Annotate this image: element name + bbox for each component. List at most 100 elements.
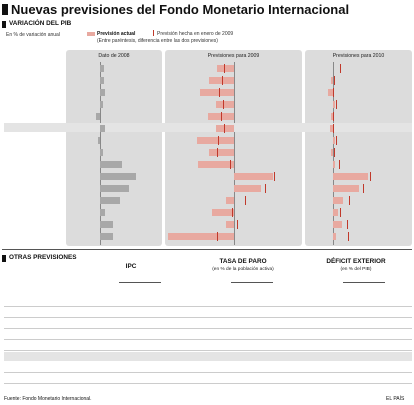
bar-2010	[333, 136, 336, 144]
bar-2010	[328, 88, 333, 96]
prev-tick-2009	[217, 232, 219, 242]
bar-2010	[333, 172, 368, 180]
prev-tick-2009	[264, 184, 266, 193]
prev-tick-2010	[340, 63, 342, 73]
bar-2008	[96, 112, 100, 120]
bar-2008	[100, 148, 103, 156]
bar-2009	[196, 136, 234, 144]
bar-2010	[333, 221, 342, 229]
row-divider	[4, 316, 412, 318]
prev-tick-2010	[369, 171, 371, 181]
bar-2010	[333, 233, 336, 241]
zero-axis-2009	[234, 62, 235, 245]
paro-subtitle: (en % de la población activa)	[212, 267, 274, 272]
prev-tick-2010	[333, 87, 335, 97]
highlight-row-espana	[4, 123, 412, 133]
prev-tick-2009	[274, 171, 276, 181]
section-divider	[2, 249, 412, 250]
legend-actual-label: Previsión actual	[97, 31, 136, 37]
bar-2008	[100, 209, 106, 217]
bar-2009	[200, 88, 234, 96]
bar-2010	[333, 160, 336, 168]
bar-2009	[226, 221, 234, 229]
prev-tick-2009	[224, 63, 226, 73]
prev-tick-2009	[222, 99, 224, 109]
bar-2010	[331, 76, 333, 84]
prev-tick-2010	[335, 135, 337, 145]
prev-tick-2010	[347, 232, 349, 242]
bar-2008	[97, 136, 100, 144]
bar-2009	[207, 112, 234, 120]
bar-2008	[100, 64, 105, 72]
bar-2009	[216, 124, 234, 132]
prev-tick-2009	[218, 135, 220, 145]
otras-section-title: OTRAS PREVISIONES	[9, 254, 77, 261]
previsiones-rule	[119, 282, 161, 283]
pib-section-title: VARIACIÓN DEL PIB	[9, 20, 72, 27]
bar-2009	[217, 64, 234, 72]
bar-2009	[211, 209, 234, 217]
bar-2008	[100, 160, 123, 168]
row-divider	[4, 383, 412, 384]
prev-tick-2009	[219, 87, 220, 97]
highlight-row-espana-2	[4, 351, 412, 361]
row-divider	[4, 349, 412, 351]
footer-brand: EL PAÍS	[386, 396, 405, 402]
row-divider	[4, 372, 412, 373]
bar-2009	[226, 197, 234, 205]
bar-2008	[100, 100, 103, 108]
prev-tick-2009	[229, 159, 231, 169]
prev-tick-2010	[346, 220, 348, 230]
prev-tick-2009	[244, 196, 246, 206]
bar-2010	[331, 148, 333, 156]
pib-unit-note: En % de variación anual	[6, 32, 60, 38]
prev-tick-2010	[333, 75, 335, 85]
bar-2009	[198, 160, 234, 168]
zero-axis-2010	[333, 62, 334, 245]
prev-tick-2009	[217, 147, 219, 157]
ipc-title: IPC	[125, 263, 137, 270]
prev-tick-2010	[340, 208, 342, 218]
section-marker-2	[2, 255, 6, 262]
bar-2009	[234, 172, 273, 180]
bar-2010	[329, 124, 333, 132]
bar-2010	[331, 112, 333, 120]
deficit-title: DÉFICIT EXTERIOR	[326, 258, 386, 265]
previsiones-rule	[343, 282, 385, 283]
legend-prev-tick	[153, 30, 154, 36]
prev-tick-2010	[349, 196, 351, 206]
row-divider	[4, 305, 412, 306]
prev-tick-2010	[336, 99, 338, 109]
legend-actual-swatch	[87, 32, 95, 36]
bar-2010	[333, 209, 338, 217]
row-divider	[4, 338, 412, 340]
legend-prev-label: Previsión hecha en enero de 2009	[157, 31, 234, 37]
bar-2010	[333, 185, 359, 192]
section-marker	[2, 21, 6, 28]
bar-2010	[333, 100, 335, 108]
head-2008: Dato de 2008	[98, 53, 130, 59]
bar-2009	[208, 76, 234, 84]
prev-tick-2010	[332, 123, 334, 133]
bar-2008	[100, 197, 121, 205]
prev-tick-2010	[362, 184, 364, 193]
previsiones-rule	[231, 282, 273, 283]
deficit-subtitle: (en % del PIB)	[340, 267, 372, 272]
prev-tick-2009	[222, 75, 223, 85]
footer-source: Fuente: Fondo Monetario Internacional.	[4, 396, 92, 402]
bar-2009	[216, 100, 234, 108]
bar-2008	[100, 124, 105, 132]
bar-2009	[209, 148, 234, 156]
prev-tick-2010	[333, 147, 335, 157]
bar-2008	[100, 185, 130, 192]
panel-2010	[305, 50, 412, 246]
head-2009: Previsiones para 2009	[207, 53, 260, 59]
prev-tick-2009	[237, 220, 238, 230]
row-divider	[4, 327, 412, 329]
prev-tick-2009	[223, 123, 225, 133]
bar-2010	[333, 197, 344, 205]
bar-2008	[100, 221, 113, 229]
bar-2008	[100, 76, 104, 84]
prev-tick-2009	[232, 208, 234, 218]
title-marker	[2, 4, 8, 15]
